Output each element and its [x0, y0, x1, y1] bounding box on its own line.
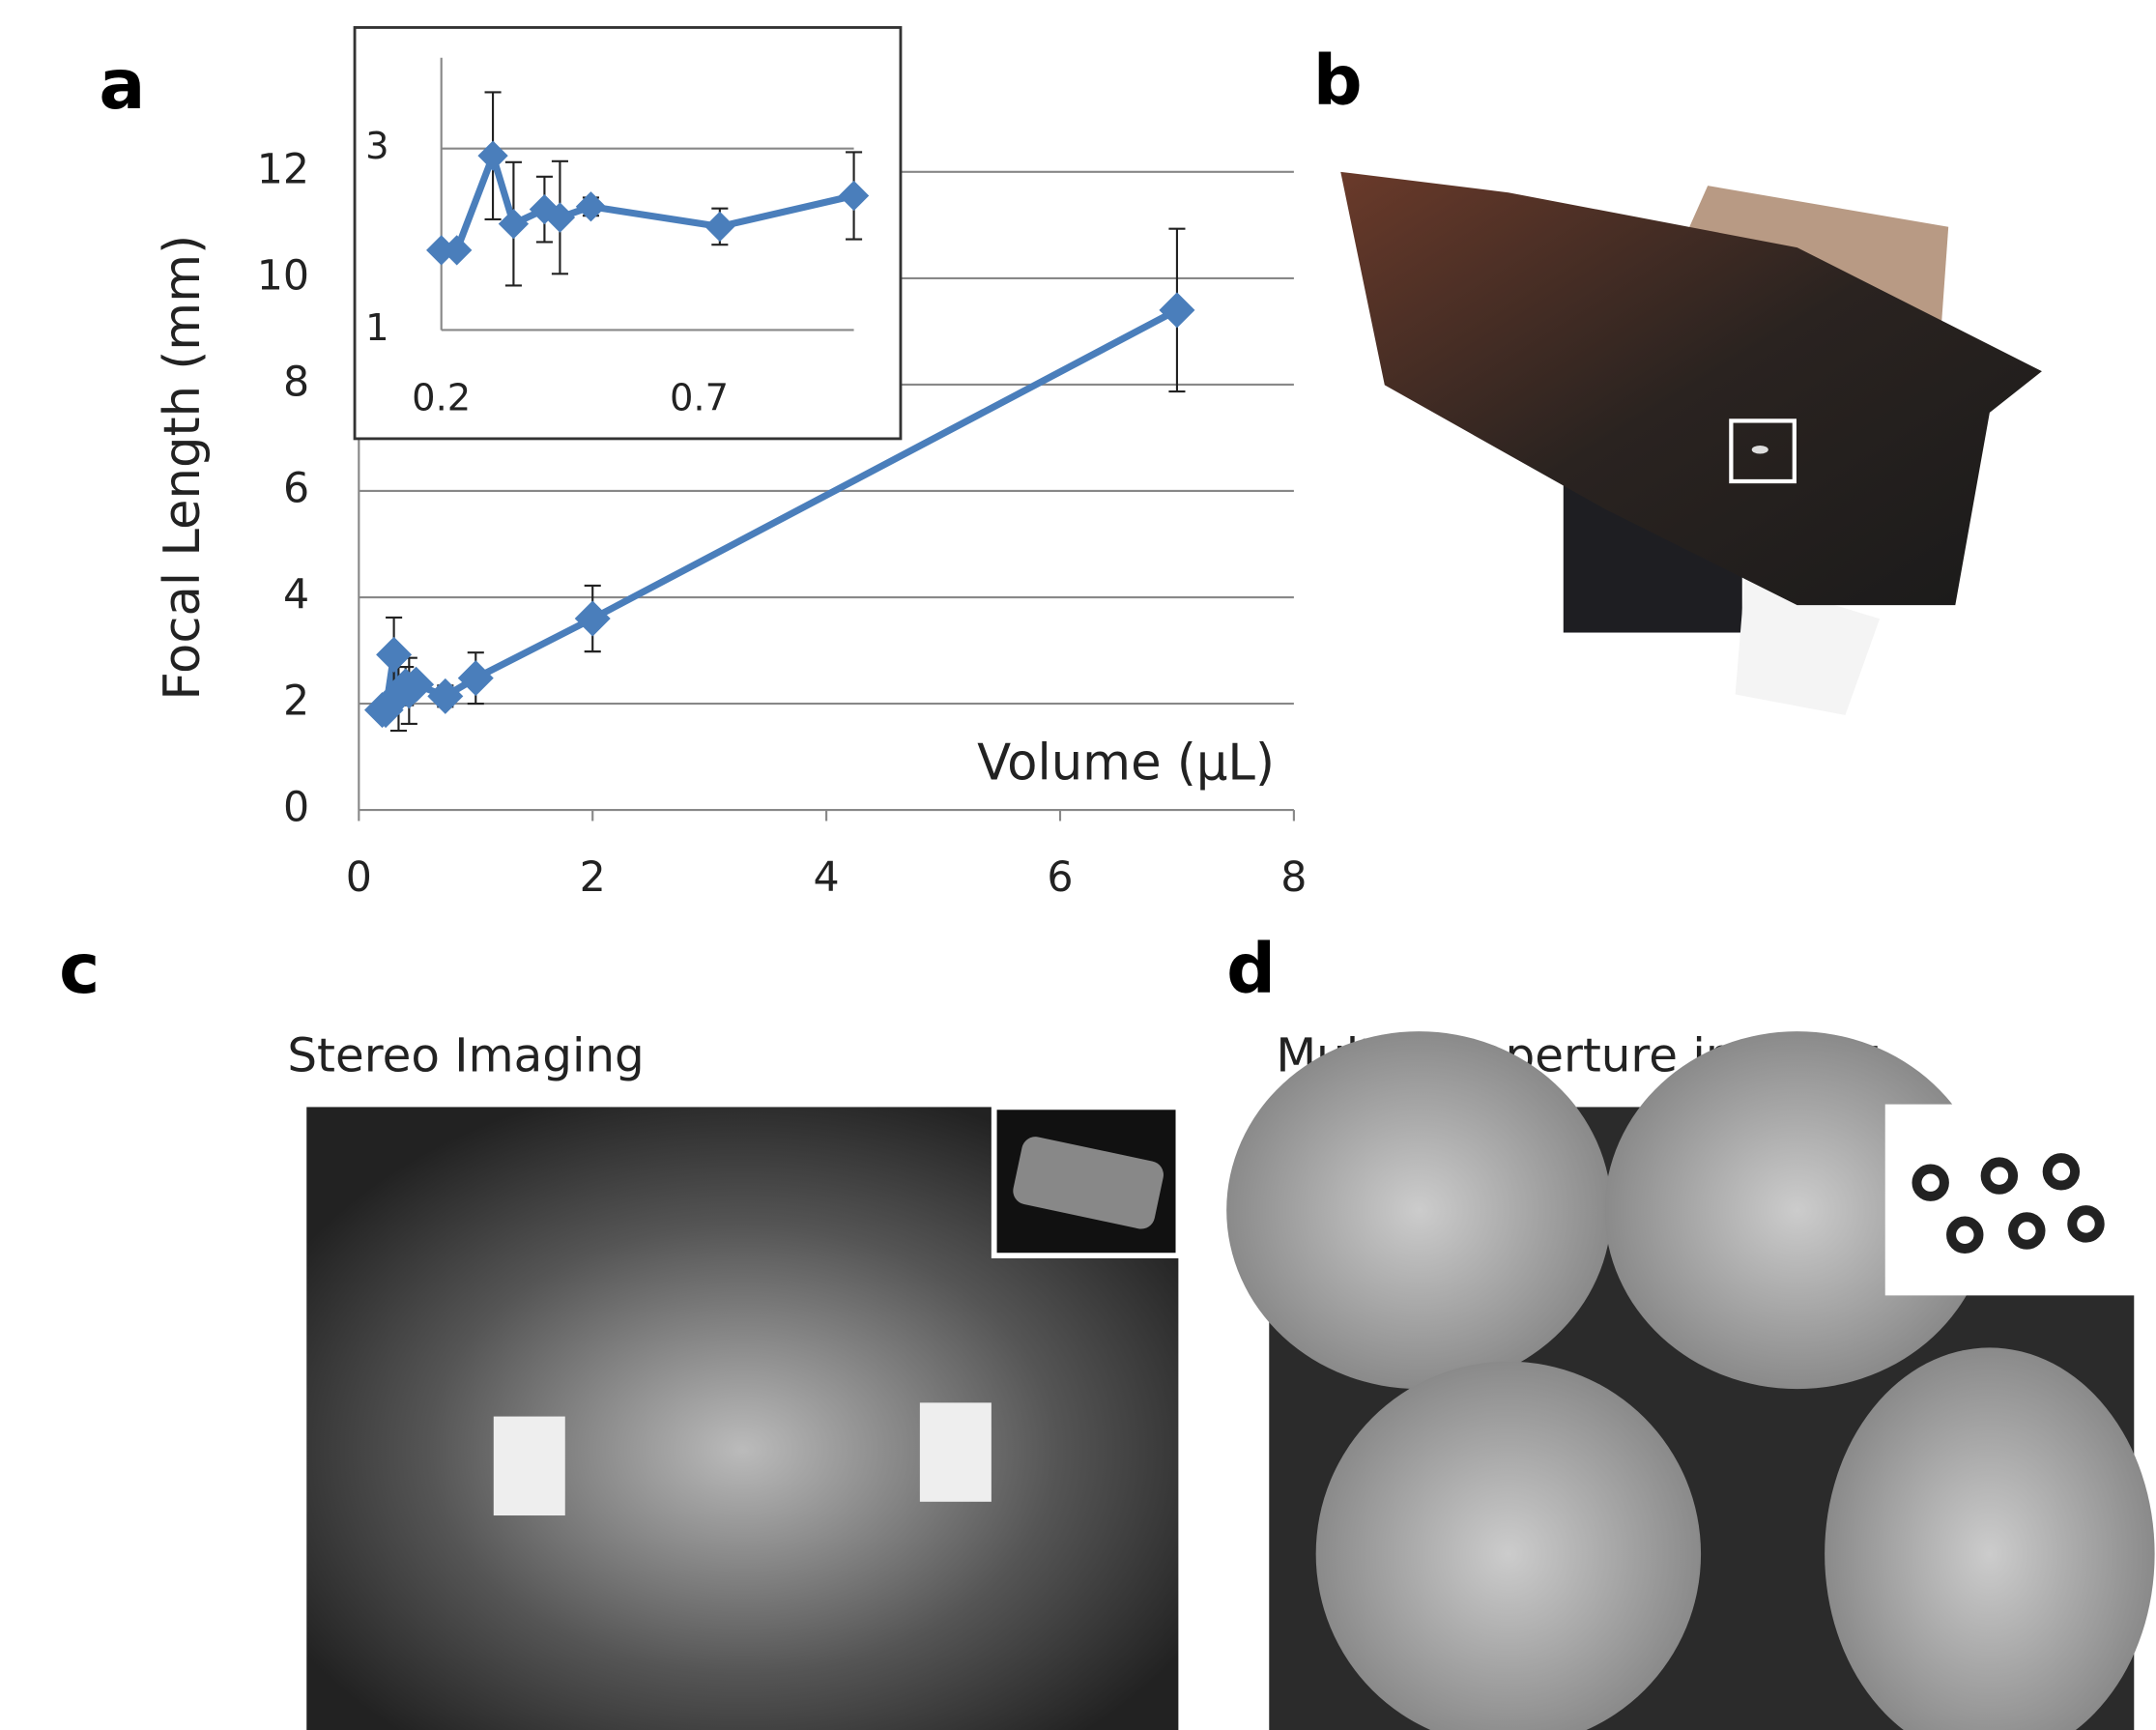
caption: Stereo Imaging [287, 1029, 644, 1083]
y-tick-label: 8 [283, 358, 309, 406]
y-tick-label: 4 [283, 571, 309, 620]
marker [1159, 292, 1194, 328]
x-tick-label: 0 [346, 853, 372, 902]
panel-label: d [1226, 929, 1276, 1009]
figure: a b c d Stereo Imaging Multiple aperture… [0, 0, 2156, 1730]
y-tick-label: 10 [257, 251, 309, 300]
y-tick-label: 1 [365, 306, 388, 350]
x-tick-label: 6 [1047, 853, 1073, 902]
marker [575, 601, 611, 637]
y-tick-label: 3 [365, 125, 388, 168]
y-tick-label: 0 [283, 784, 309, 832]
photo-device [1340, 172, 2042, 715]
panel-label: c [59, 929, 100, 1009]
panel-label: a [99, 44, 145, 125]
marker [458, 660, 494, 696]
photo-stereo [306, 1107, 1178, 1730]
panel-label: b [1313, 41, 1363, 121]
y-tick-label: 12 [257, 145, 309, 193]
photo-multi-aperture [1226, 1031, 2154, 1730]
x-tick-label: 4 [814, 853, 840, 902]
x-axis-label: Volume (µL) [977, 735, 1275, 793]
x-tick-label: 8 [1280, 853, 1307, 902]
x-tick-label: 0.2 [412, 377, 471, 420]
y-tick-label: 6 [283, 464, 309, 512]
x-tick-label: 2 [580, 853, 606, 902]
y-tick-label: 2 [283, 678, 309, 726]
x-tick-label: 0.7 [670, 377, 729, 420]
y-axis-label: Focal Length (mm) [154, 235, 212, 701]
